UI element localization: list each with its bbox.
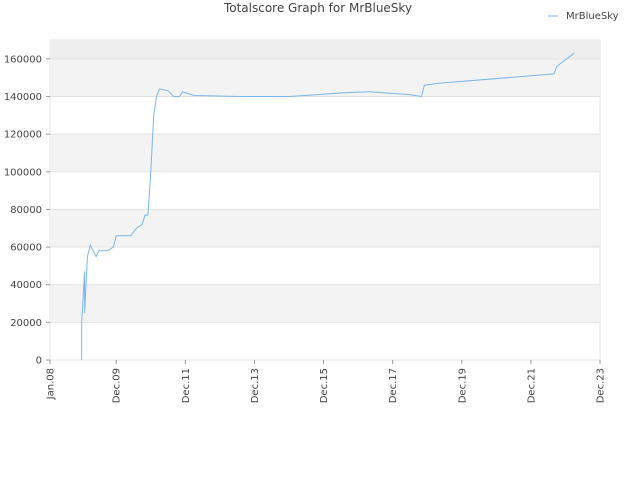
plot-band <box>50 58 600 97</box>
x-tick-label: Dec.15 <box>319 368 330 403</box>
x-tick-label: Dec.17 <box>388 368 399 403</box>
series-line <box>81 52 575 360</box>
chart-title: Totalscore Graph for MrBlueSky <box>223 1 412 15</box>
x-tick-label: Dec.09 <box>112 368 123 403</box>
y-tick-label: 60000 <box>10 243 42 254</box>
y-tick-label: 0 <box>36 356 42 367</box>
y-tick-label: 160000 <box>4 54 42 65</box>
plot-band <box>50 209 600 248</box>
x-tick-label: Dec.23 <box>596 368 607 403</box>
x-tick-label: Jan.08 <box>46 368 57 400</box>
plot-band <box>50 134 600 172</box>
plot-band <box>50 284 600 323</box>
y-tick-label: 80000 <box>10 205 42 216</box>
legend-label: MrBlueSky <box>566 11 619 22</box>
x-tick-label: Dec.11 <box>181 368 192 403</box>
y-tick-label: 100000 <box>4 167 42 178</box>
y-tick-label: 140000 <box>4 92 42 103</box>
x-tick-label: Dec.19 <box>457 368 468 403</box>
y-tick-label: 120000 <box>4 130 42 141</box>
x-tick-label: Dec.21 <box>526 368 537 403</box>
x-tick-label: Dec.13 <box>250 368 261 403</box>
y-tick-label: 20000 <box>10 318 42 329</box>
y-tick-label: 40000 <box>10 280 42 291</box>
plot-band <box>50 40 600 59</box>
